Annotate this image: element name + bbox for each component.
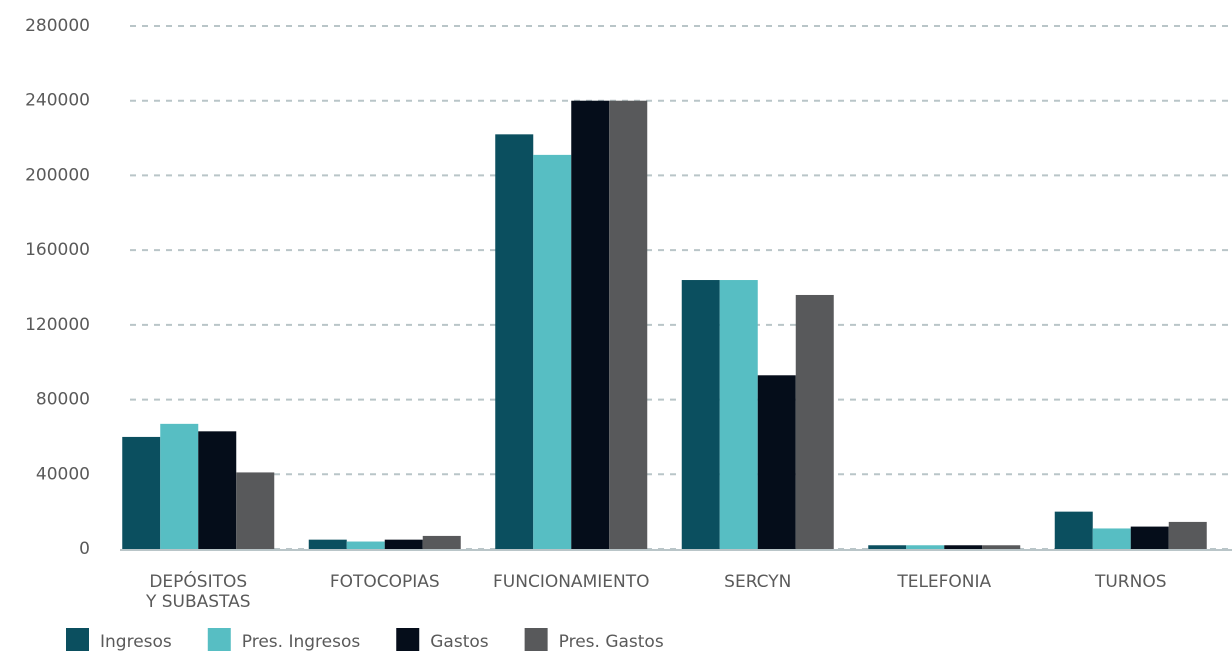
bar	[495, 134, 534, 550]
bar	[944, 545, 983, 549]
bar	[160, 423, 199, 549]
y-tick-label: 80000	[36, 390, 90, 410]
y-tick-label: 40000	[36, 464, 90, 484]
legend-swatch	[66, 628, 89, 651]
bar	[982, 545, 1021, 549]
x-tick-label: TELEFONIA	[896, 572, 991, 592]
legend-label: Gastos	[430, 632, 489, 652]
bar	[719, 280, 758, 549]
x-tick-label: FUNCIONAMIENTO	[493, 572, 649, 592]
bar	[1054, 511, 1093, 549]
y-tick-label: 280000	[25, 16, 90, 36]
bar	[198, 431, 237, 549]
bar	[906, 545, 945, 549]
bar	[757, 375, 796, 549]
bar	[868, 545, 907, 549]
legend-swatch	[207, 628, 231, 651]
legend-swatch	[524, 628, 548, 651]
bar	[384, 539, 423, 549]
bar	[533, 154, 572, 549]
bar	[681, 280, 720, 549]
legend-swatch	[396, 628, 420, 651]
x-tick-label: TURNOS	[1094, 572, 1167, 592]
bar	[795, 294, 834, 549]
bar	[1168, 521, 1207, 549]
x-tick-label: DEPÓSITOS Y SUBASTAS	[145, 570, 251, 612]
y-tick-label: 200000	[25, 165, 90, 185]
bar	[609, 100, 648, 549]
bar	[1092, 528, 1131, 549]
bar	[236, 472, 275, 549]
x-tick-label: FOTOCOPIAS	[330, 572, 440, 592]
y-tick-label: 160000	[25, 240, 90, 260]
legend-label: Pres. Gastos	[559, 632, 664, 652]
bar	[346, 541, 385, 549]
bar	[422, 535, 461, 549]
y-tick-label: 240000	[25, 91, 90, 111]
bar	[1130, 526, 1169, 549]
y-tick-label: 0	[79, 539, 90, 559]
x-tick-label: SERCYN	[724, 572, 791, 592]
legend-label: Ingresos	[100, 632, 172, 652]
bar	[122, 436, 161, 549]
bar	[308, 539, 347, 549]
y-tick-label: 120000	[25, 315, 90, 335]
bar	[571, 100, 610, 549]
legend-label: Pres. Ingresos	[242, 632, 361, 652]
